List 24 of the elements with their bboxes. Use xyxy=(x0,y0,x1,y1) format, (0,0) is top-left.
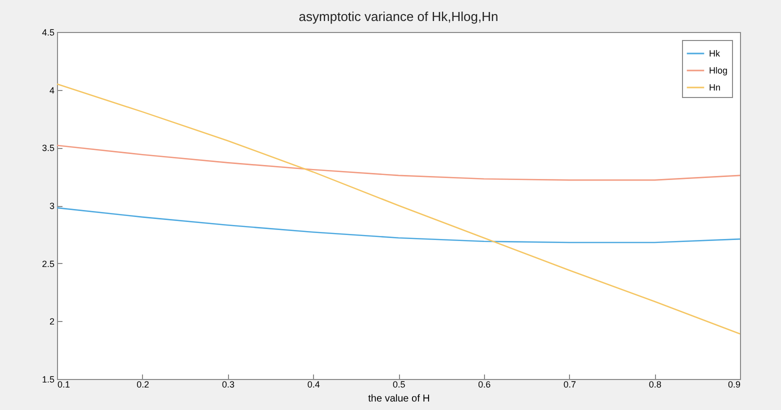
y-tick-label: 1.5 xyxy=(42,374,54,384)
y-tick-label: 3.5 xyxy=(42,143,54,154)
line-series xyxy=(56,144,741,181)
x-tick-label: 0.2 xyxy=(136,380,150,390)
line-series xyxy=(56,207,741,244)
line-series xyxy=(56,83,741,335)
x-tick-label: 0.1 xyxy=(58,380,70,390)
y-tick-label: 2.5 xyxy=(42,258,54,269)
y-tick-label: 3 xyxy=(49,201,54,211)
legend-label: Hn xyxy=(709,82,721,92)
x-tick-label: 0.6 xyxy=(478,380,491,390)
chart-title: asymptotic variance of Hk,Hlog,Hn xyxy=(298,9,498,24)
legend-label: Hlog xyxy=(709,66,728,76)
y-tick-label: 4.5 xyxy=(42,28,54,38)
x-tick-label: 0.8 xyxy=(648,380,662,390)
x-tick-label: 0.5 xyxy=(392,380,406,390)
y-tick-label: 2 xyxy=(49,316,54,327)
y-tick-label: 4 xyxy=(49,85,54,96)
x-tick-label: 0.7 xyxy=(563,380,576,390)
x-tick-label: 0.9 xyxy=(728,380,740,390)
x-tick-label: 0.4 xyxy=(307,380,320,390)
legend-label: Hk xyxy=(709,48,720,58)
x-tick-label: 0.3 xyxy=(222,380,235,390)
x-axis-title: the value of H xyxy=(368,394,430,404)
